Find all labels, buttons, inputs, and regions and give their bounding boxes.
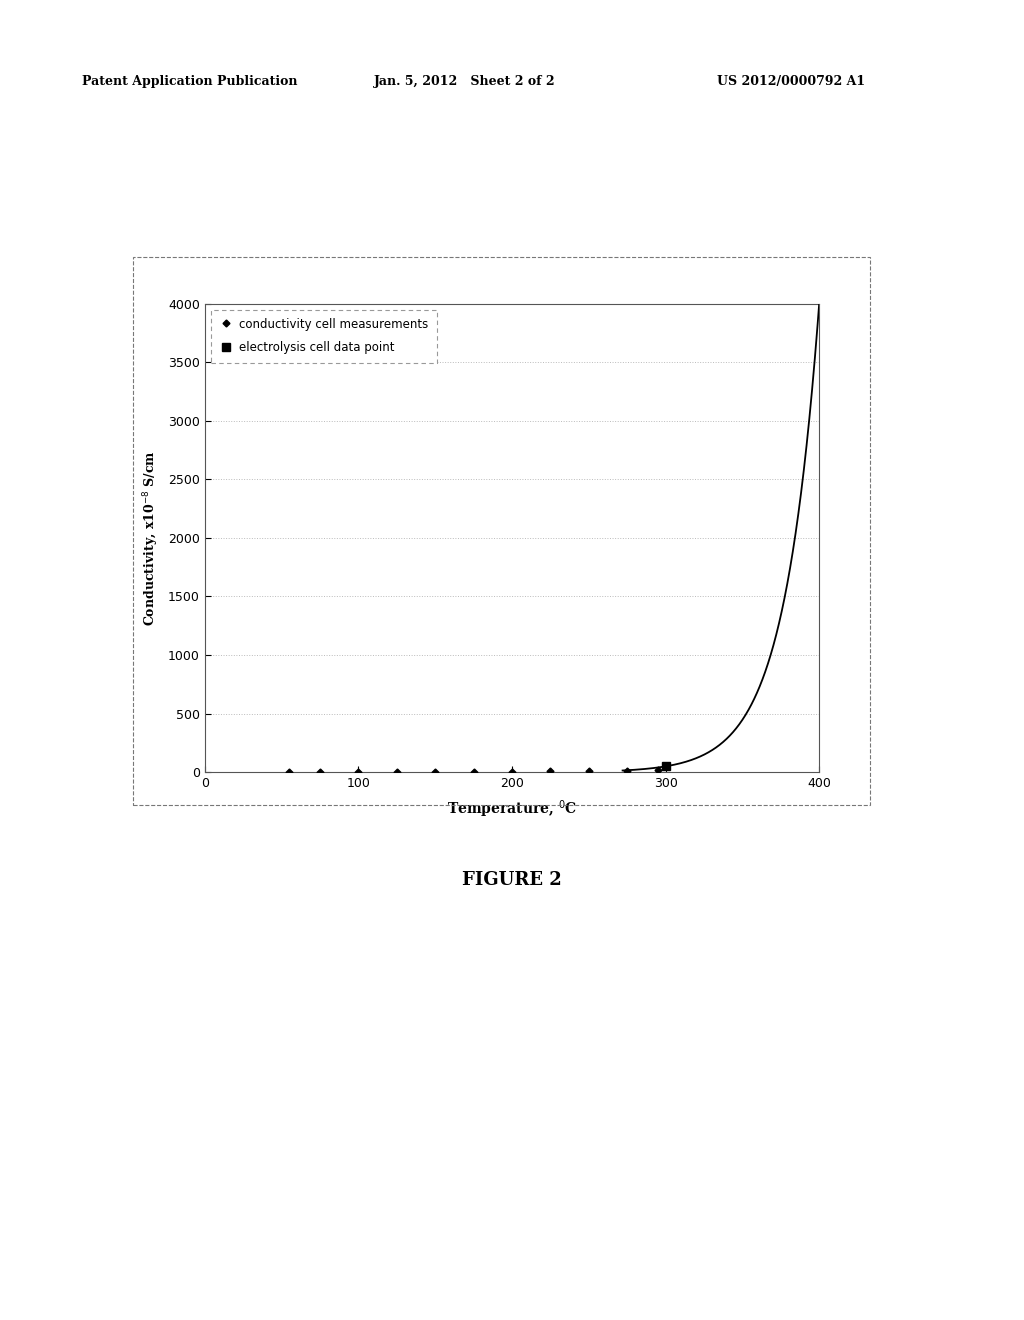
conductivity cell measurements bbox=[391, 764, 403, 780]
Text: US 2012/0000792 A1: US 2012/0000792 A1 bbox=[717, 75, 865, 88]
conductivity cell measurements bbox=[352, 764, 365, 780]
conductivity cell measurements bbox=[429, 764, 441, 780]
conductivity cell measurements bbox=[506, 764, 518, 780]
conductivity cell measurements bbox=[621, 763, 633, 779]
conductivity cell measurements bbox=[283, 764, 296, 780]
Text: Patent Application Publication: Patent Application Publication bbox=[82, 75, 297, 88]
X-axis label: Temperature, $^0$C: Temperature, $^0$C bbox=[446, 799, 578, 820]
Text: Jan. 5, 2012   Sheet 2 of 2: Jan. 5, 2012 Sheet 2 of 2 bbox=[374, 75, 555, 88]
conductivity cell measurements bbox=[313, 764, 326, 780]
conductivity cell measurements bbox=[583, 763, 595, 779]
Text: FIGURE 2: FIGURE 2 bbox=[462, 871, 562, 890]
conductivity cell measurements bbox=[652, 762, 665, 777]
conductivity cell measurements bbox=[545, 763, 557, 779]
Y-axis label: Conductivity, x10$^{-8}$ S/cm: Conductivity, x10$^{-8}$ S/cm bbox=[141, 450, 161, 626]
Line: conductivity cell measurements: conductivity cell measurements bbox=[287, 767, 660, 775]
Legend: conductivity cell measurements, electrolysis cell data point: conductivity cell measurements, electrol… bbox=[211, 309, 436, 363]
conductivity cell measurements bbox=[468, 764, 480, 780]
